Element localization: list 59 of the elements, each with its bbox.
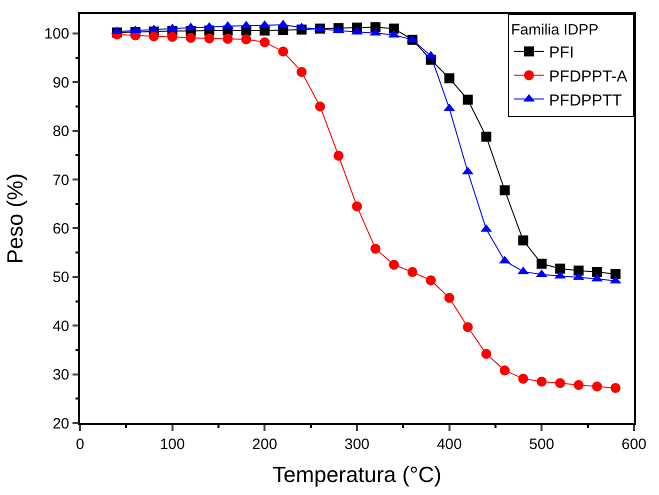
point bbox=[462, 322, 473, 332]
point bbox=[444, 73, 454, 84]
point bbox=[148, 31, 159, 42]
point bbox=[315, 102, 326, 112]
y-tick-label: 100 bbox=[44, 26, 70, 43]
point bbox=[518, 235, 528, 246]
point bbox=[555, 264, 566, 274]
y-tick-label: 20 bbox=[52, 415, 70, 432]
point bbox=[444, 292, 454, 303]
point bbox=[555, 378, 566, 388]
x-tick-label: 400 bbox=[436, 436, 462, 453]
point bbox=[481, 132, 492, 142]
point bbox=[574, 380, 584, 390]
point bbox=[278, 46, 288, 56]
point bbox=[186, 32, 196, 43]
point bbox=[592, 267, 602, 278]
legend-label: PFDPPTT bbox=[549, 92, 622, 110]
point bbox=[370, 244, 380, 254]
y-axis-title: Peso (%) bbox=[2, 173, 28, 264]
point bbox=[592, 381, 602, 392]
legend-label: PFI bbox=[549, 44, 574, 62]
point bbox=[536, 376, 547, 387]
point bbox=[222, 34, 233, 44]
point bbox=[574, 266, 584, 276]
x-tick-label: 500 bbox=[529, 436, 554, 453]
y-tick-label: 40 bbox=[52, 318, 70, 335]
point bbox=[500, 185, 510, 196]
x-tick-label: 600 bbox=[621, 436, 647, 453]
y-tick-label: 50 bbox=[52, 269, 70, 286]
point bbox=[352, 201, 362, 212]
point bbox=[500, 365, 510, 376]
point bbox=[610, 382, 621, 393]
point bbox=[167, 32, 178, 42]
point bbox=[610, 269, 621, 280]
y-tick-label: 70 bbox=[52, 172, 70, 189]
x-tick-label: 100 bbox=[160, 436, 185, 453]
point bbox=[388, 24, 399, 34]
x-tick-label: 200 bbox=[252, 436, 278, 453]
point bbox=[296, 66, 307, 77]
legend-title: Familia IDPP bbox=[511, 22, 599, 38]
x-axis-title: Temperatura (°C) bbox=[272, 462, 442, 488]
legend-label: PFDPPT-A bbox=[549, 68, 628, 86]
y-tick-label: 30 bbox=[52, 366, 70, 384]
point bbox=[407, 267, 418, 278]
point bbox=[518, 374, 528, 384]
y-tick-label: 60 bbox=[52, 220, 70, 238]
point bbox=[204, 33, 214, 44]
x-tick-label: 300 bbox=[344, 436, 370, 453]
x-tick-label: 0 bbox=[76, 436, 84, 453]
point bbox=[388, 260, 399, 270]
point bbox=[241, 34, 252, 44]
point bbox=[462, 94, 473, 105]
y-tick-label: 80 bbox=[52, 123, 70, 140]
point bbox=[426, 275, 436, 286]
point bbox=[334, 150, 344, 161]
point bbox=[536, 258, 547, 269]
y-tick-label: 90 bbox=[52, 74, 70, 92]
point bbox=[481, 348, 492, 359]
point bbox=[260, 37, 270, 48]
